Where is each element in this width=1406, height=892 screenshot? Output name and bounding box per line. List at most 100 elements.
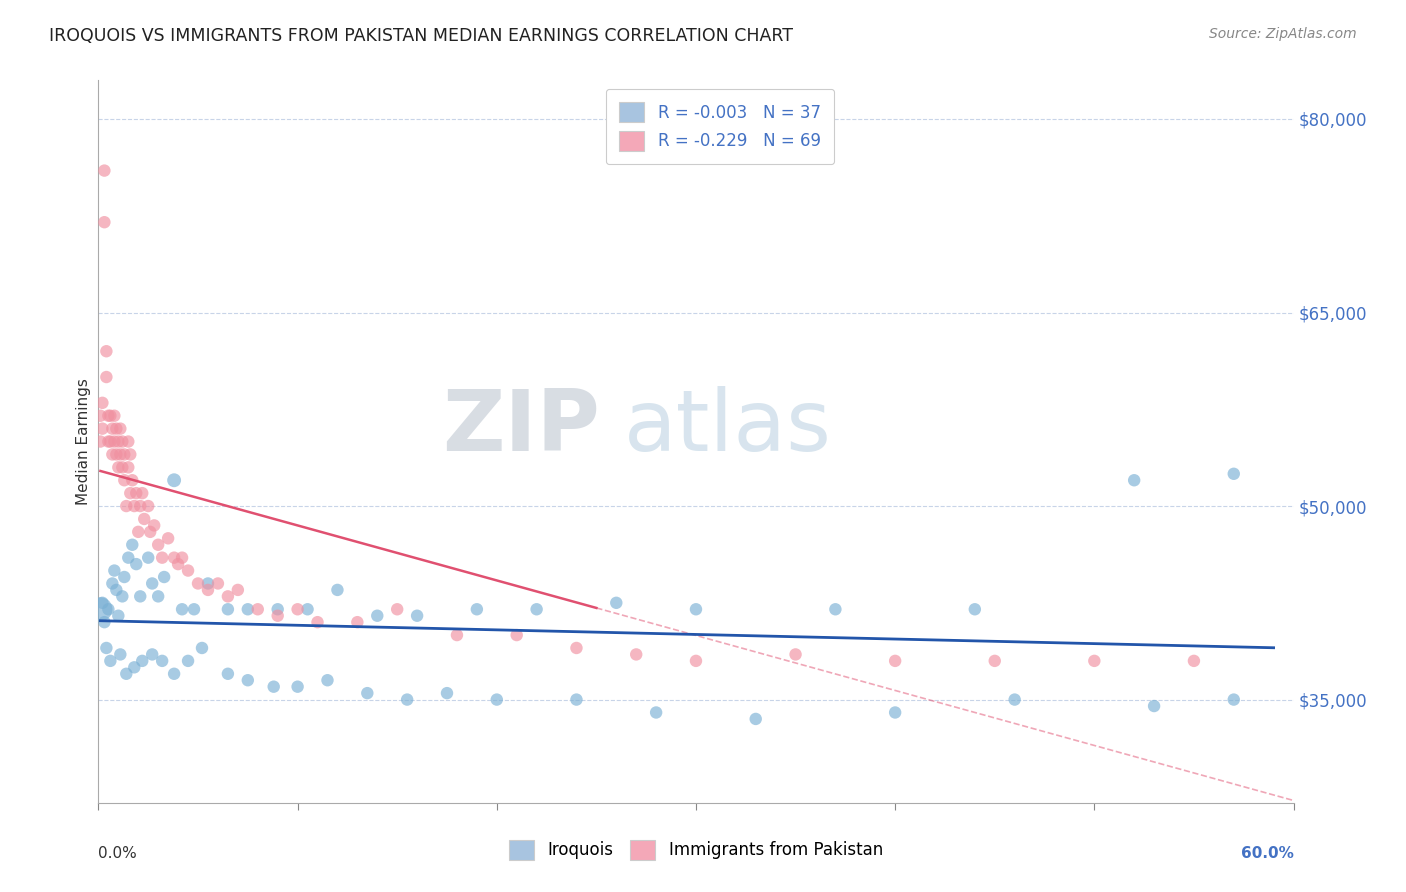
Point <box>148 538 170 552</box>
Point <box>236 602 259 616</box>
Point <box>131 486 153 500</box>
Point <box>93 615 115 630</box>
Point <box>1083 654 1105 668</box>
Point <box>287 680 309 694</box>
Point <box>124 660 146 674</box>
Point <box>101 576 124 591</box>
Point <box>93 163 115 178</box>
Point <box>115 666 138 681</box>
Point <box>1223 692 1246 706</box>
Point <box>101 422 124 436</box>
Point <box>107 608 129 623</box>
Point <box>93 215 115 229</box>
Point <box>117 550 139 565</box>
Point <box>267 602 290 616</box>
Point <box>141 648 163 662</box>
Point <box>120 486 142 500</box>
Point <box>246 602 269 616</box>
Point <box>111 460 134 475</box>
Point <box>465 602 488 616</box>
Point <box>446 628 468 642</box>
Point <box>125 557 148 571</box>
Point <box>103 564 125 578</box>
Point <box>565 692 588 706</box>
Point <box>287 602 309 616</box>
Point <box>406 608 429 623</box>
Point <box>565 640 588 655</box>
Point <box>150 550 173 565</box>
Point <box>139 524 162 539</box>
Point <box>267 608 290 623</box>
Point <box>107 434 129 449</box>
Legend: Iroquois, Immigrants from Pakistan: Iroquois, Immigrants from Pakistan <box>502 833 890 867</box>
Point <box>105 422 128 436</box>
Point <box>1123 473 1146 487</box>
Point <box>112 473 135 487</box>
Y-axis label: Median Earnings: Median Earnings <box>76 378 91 505</box>
Text: Source: ZipAtlas.com: Source: ZipAtlas.com <box>1209 27 1357 41</box>
Point <box>89 434 111 449</box>
Point <box>177 564 200 578</box>
Point <box>485 692 508 706</box>
Point <box>1004 692 1026 706</box>
Point <box>111 434 134 449</box>
Point <box>110 447 132 461</box>
Point <box>217 666 239 681</box>
Point <box>127 524 149 539</box>
Point <box>125 486 148 500</box>
Point <box>110 648 132 662</box>
Point <box>167 557 190 571</box>
Point <box>136 550 159 565</box>
Point <box>626 648 648 662</box>
Point <box>745 712 768 726</box>
Text: 0.0%: 0.0% <box>98 847 138 861</box>
Point <box>197 576 219 591</box>
Point <box>436 686 458 700</box>
Point <box>96 640 118 655</box>
Point <box>385 602 409 616</box>
Point <box>96 370 118 384</box>
Point <box>96 344 118 359</box>
Point <box>226 582 249 597</box>
Point <box>157 531 180 545</box>
Point <box>120 447 142 461</box>
Point <box>1182 654 1205 668</box>
Point <box>187 576 209 591</box>
Point <box>366 608 388 623</box>
Point <box>91 422 114 436</box>
Point <box>124 499 146 513</box>
Text: 60.0%: 60.0% <box>1240 847 1294 861</box>
Text: ZIP: ZIP <box>443 385 600 468</box>
Text: IROQUOIS VS IMMIGRANTS FROM PAKISTAN MEDIAN EARNINGS CORRELATION CHART: IROQUOIS VS IMMIGRANTS FROM PAKISTAN MED… <box>49 27 793 45</box>
Point <box>105 582 128 597</box>
Point <box>98 654 122 668</box>
Point <box>110 422 132 436</box>
Point <box>97 602 120 616</box>
Point <box>91 596 114 610</box>
Point <box>326 582 349 597</box>
Point <box>217 590 239 604</box>
Point <box>183 602 205 616</box>
Point <box>163 666 186 681</box>
Point <box>177 654 200 668</box>
Point <box>1223 467 1246 481</box>
Point <box>884 706 907 720</box>
Point <box>115 499 138 513</box>
Point <box>103 434 125 449</box>
Point <box>396 692 419 706</box>
Point <box>105 447 128 461</box>
Point <box>297 602 319 616</box>
Point <box>172 550 194 565</box>
Point <box>153 570 176 584</box>
Point <box>197 582 219 597</box>
Point <box>101 447 124 461</box>
Point <box>605 596 627 610</box>
Point <box>143 518 166 533</box>
Point <box>111 590 134 604</box>
Point <box>112 570 135 584</box>
Text: atlas: atlas <box>624 385 832 468</box>
Point <box>136 499 159 513</box>
Point <box>1143 699 1166 714</box>
Point <box>103 409 125 423</box>
Point <box>134 512 156 526</box>
